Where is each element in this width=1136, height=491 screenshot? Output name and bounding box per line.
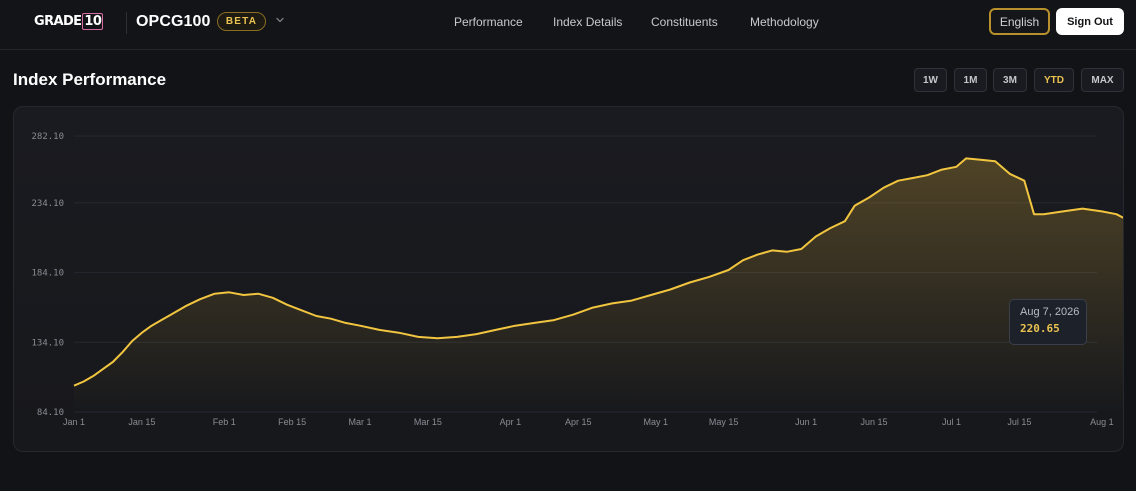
x-tick-label: Apr 1	[500, 417, 522, 427]
range-3m-button[interactable]: 3M	[993, 68, 1027, 92]
x-tick-label: Jan 1	[63, 417, 85, 427]
x-axis: Jan 1 Jan 15 Feb 1 Feb 15 Mar 1 Mar 15 Apr 1 Ap…	[63, 417, 1114, 427]
x-tick-label: Jun 15	[860, 417, 887, 427]
x-tick-label: Jul 1	[942, 417, 961, 427]
series-area	[74, 158, 1123, 412]
y-tick-label: 184.10	[31, 269, 64, 279]
grade10-logo[interactable]: GRADE 10	[34, 12, 104, 32]
range-1m-button[interactable]: 1M	[954, 68, 987, 92]
range-max-button[interactable]: MAX	[1081, 68, 1124, 92]
index-name[interactable]: OPCG100	[136, 13, 211, 30]
range-1w-button[interactable]: 1W	[914, 68, 947, 92]
tooltip-date: Aug 7, 2026	[1020, 306, 1080, 318]
nav-constituents[interactable]: Constituents	[651, 15, 718, 29]
x-tick-label: Jul 15	[1007, 417, 1031, 427]
beta-badge: BETA	[217, 12, 266, 31]
performance-chart-card: 282.10 234.10 184.10 134.10 84.10 Jan 1 Jan 1…	[13, 106, 1124, 452]
x-tick-label: May 1	[644, 417, 669, 427]
range-ytd-button[interactable]: YTD	[1034, 68, 1074, 92]
x-tick-label: Mar 1	[349, 417, 372, 427]
chart-tooltip: Aug 7, 2026 220.65	[1009, 299, 1087, 345]
y-tick-label: 282.10	[31, 132, 64, 142]
nav-performance[interactable]: Performance	[454, 15, 523, 29]
series-line	[73, 157, 1123, 387]
tooltip-value: 220.65	[1020, 322, 1060, 335]
nav-index-details[interactable]: Index Details	[553, 15, 623, 29]
page-title: Index Performance	[13, 70, 167, 89]
x-tick-label: Feb 1	[213, 417, 236, 427]
header-divider	[126, 12, 127, 34]
nav-methodology[interactable]: Methodology	[750, 15, 819, 29]
x-tick-label: Jan 15	[128, 417, 155, 427]
sign-out-button[interactable]: Sign Out	[1056, 8, 1124, 35]
x-tick-label: Jun 1	[795, 417, 817, 427]
x-tick-label: Feb 15	[278, 417, 306, 427]
x-tick-label: Aug 1	[1090, 417, 1114, 427]
x-tick-label: Mar 15	[414, 417, 442, 427]
x-tick-label: Apr 15	[565, 417, 592, 427]
y-axis: 282.10 234.10 184.10 134.10 84.10	[31, 132, 64, 418]
logo-text: GRADE	[34, 14, 82, 29]
x-tick-label: May 15	[709, 417, 739, 427]
language-button[interactable]: English	[989, 8, 1050, 35]
top-navigation-bar: GRADE 10 OPCG100 BETA Performance Index D…	[0, 0, 1136, 50]
y-tick-label: 234.10	[31, 199, 64, 209]
y-tick-label: 84.10	[37, 408, 64, 418]
y-tick-label: 134.10	[31, 338, 64, 348]
chevron-down-icon[interactable]	[274, 14, 286, 26]
logo-badge: 10	[82, 13, 104, 30]
